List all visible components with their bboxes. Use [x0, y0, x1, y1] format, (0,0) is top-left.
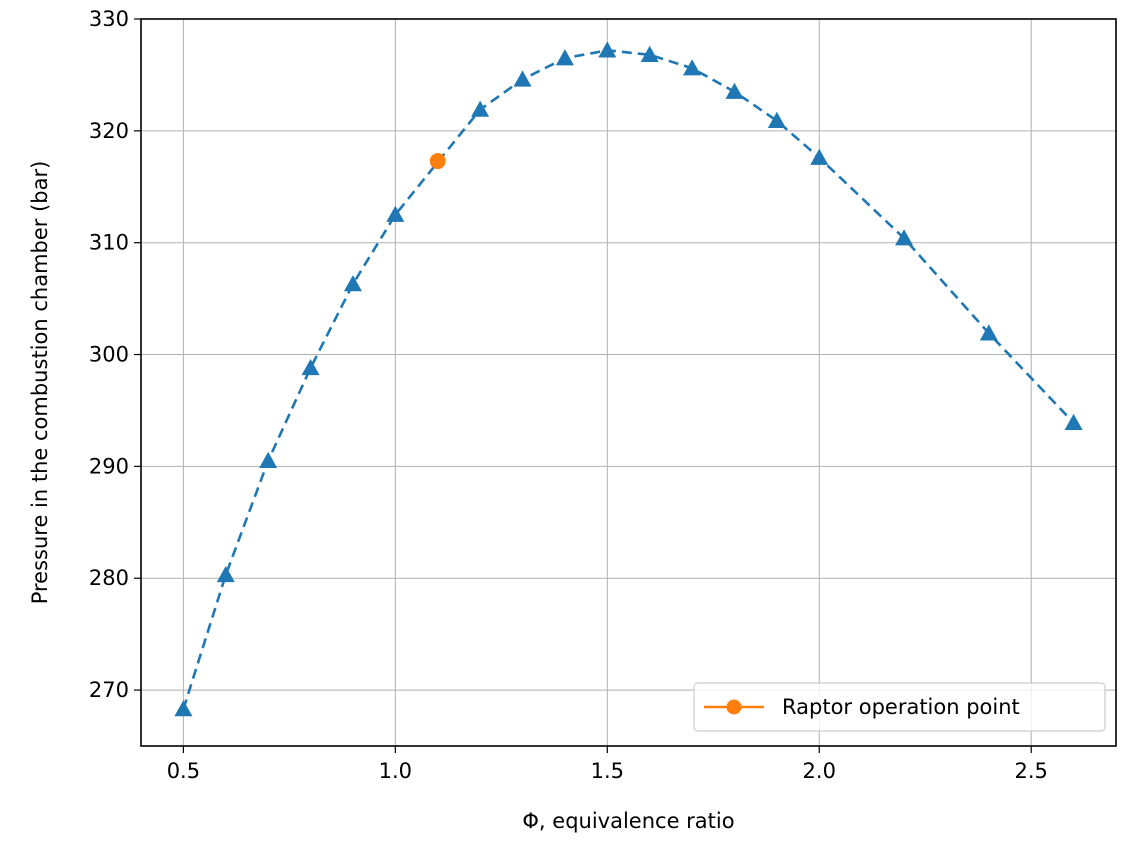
y-tick-label: 330 [89, 7, 129, 31]
y-tick-label: 310 [89, 231, 129, 255]
data-point-triangle [767, 111, 786, 128]
data-point-triangle [555, 49, 574, 66]
x-axis-label: Φ, equivalence ratio [522, 809, 734, 833]
y-tick-label: 320 [89, 119, 129, 143]
data-point-triangle [683, 59, 702, 76]
x-tick-label: 1.0 [379, 759, 412, 783]
y-tick-label: 280 [89, 566, 129, 590]
data-point-triangle [471, 100, 490, 117]
series-line-dashed [182, 49, 1075, 710]
data-point-triangle [386, 205, 405, 222]
legend-marker-sample [726, 699, 742, 715]
y-tick-label: 270 [89, 678, 129, 702]
x-tick-label: 2.0 [803, 759, 836, 783]
data-point-triangle [174, 700, 193, 717]
y-axis-label: Pressure in the combustion chamber (bar) [28, 161, 52, 605]
data-point-triangle [725, 82, 744, 99]
data-point-triangle [598, 41, 617, 58]
legend: Raptor operation point [693, 682, 1106, 732]
data-point-triangle [810, 148, 829, 165]
y-tick-label: 290 [89, 454, 129, 478]
x-tick-label: 0.5 [167, 759, 200, 783]
x-tick-label: 1.5 [591, 759, 624, 783]
plot-frame [140, 18, 1117, 747]
legend-box [693, 682, 1106, 732]
data-point-triangle [216, 565, 235, 583]
raptor-operation-point [429, 153, 446, 170]
data-point-triangle [640, 45, 659, 62]
x-tick-label: 2.5 [1015, 759, 1048, 783]
data-point-triangle [895, 229, 914, 246]
data-point-triangle [513, 70, 532, 87]
data-point-triangle [301, 358, 320, 376]
legend-label-raptor: Raptor operation point [782, 695, 1020, 719]
data-point-triangle [343, 275, 362, 292]
data-point-triangle [1064, 413, 1083, 430]
ticks: 0.5 1.0 1.5 2.0 2.5 270 280 290 300 310 320 330 [89, 7, 1048, 783]
series-layer [174, 41, 1083, 717]
data-point-triangle [259, 451, 278, 468]
data-point-triangle [979, 324, 998, 341]
y-tick-label: 300 [89, 343, 129, 367]
grid [141, 18, 1116, 746]
